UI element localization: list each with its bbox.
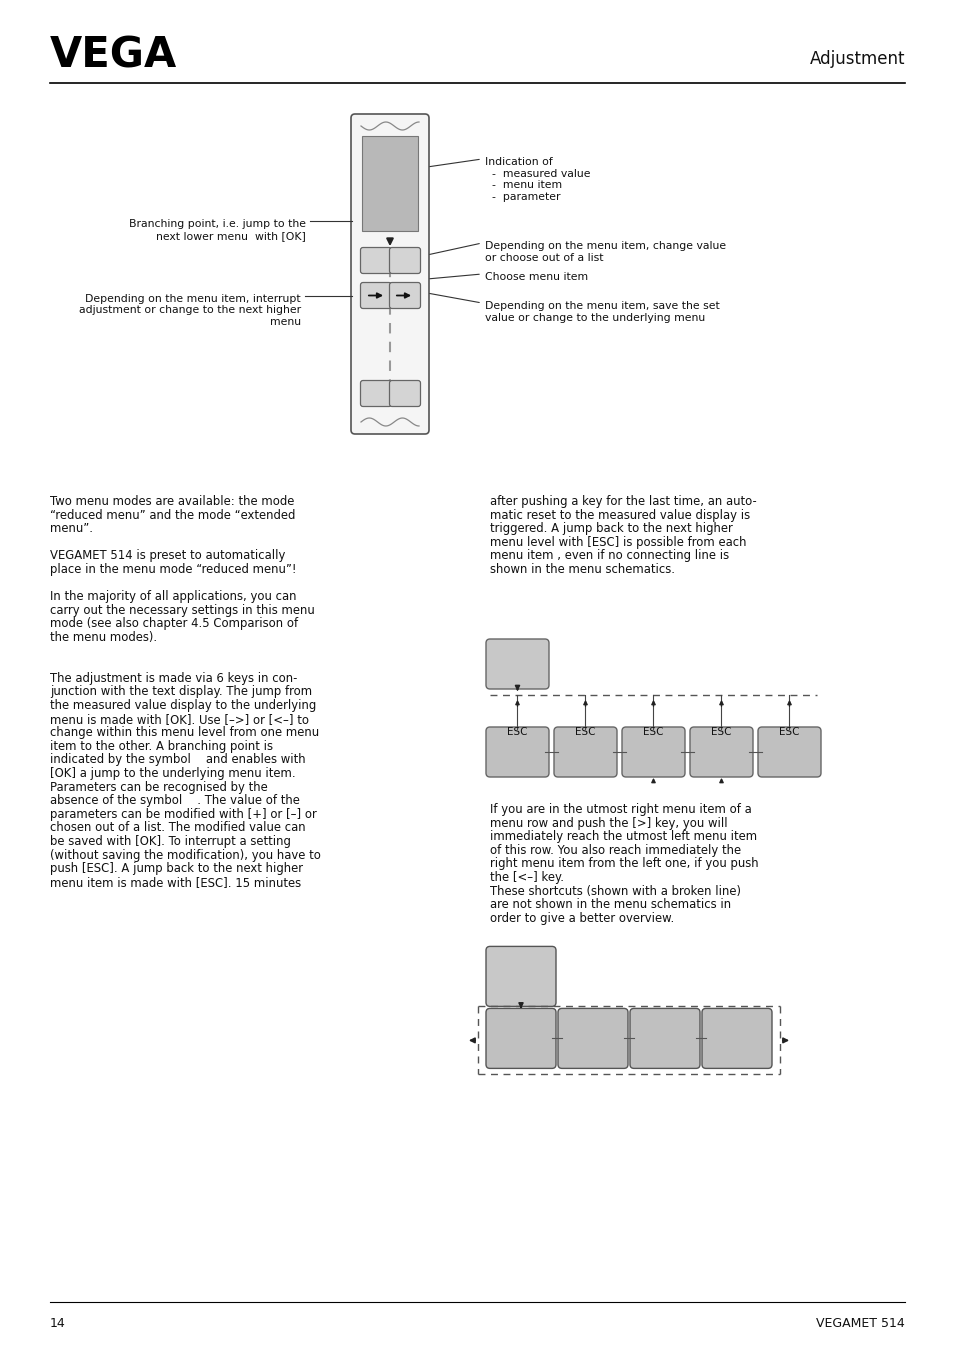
Text: be saved with [OK]. To interrupt a setting: be saved with [OK]. To interrupt a setti… <box>50 836 291 848</box>
FancyBboxPatch shape <box>351 114 429 434</box>
Text: junction with the text display. The jump from: junction with the text display. The jump… <box>50 685 312 699</box>
FancyBboxPatch shape <box>554 727 617 777</box>
Text: Indication of
  -  measured value
  -  menu item
  -  parameter: Indication of - measured value - menu it… <box>484 157 590 201</box>
FancyBboxPatch shape <box>389 247 420 273</box>
FancyBboxPatch shape <box>485 639 548 690</box>
FancyBboxPatch shape <box>758 727 821 777</box>
Text: are not shown in the menu schematics in: are not shown in the menu schematics in <box>490 898 730 911</box>
FancyBboxPatch shape <box>689 727 752 777</box>
Text: menu item , even if no connecting line is: menu item , even if no connecting line i… <box>490 549 728 562</box>
Text: [OK] a jump to the underlying menu item.: [OK] a jump to the underlying menu item. <box>50 767 295 780</box>
FancyBboxPatch shape <box>485 946 556 1006</box>
Text: chosen out of a list. The modified value can: chosen out of a list. The modified value… <box>50 822 305 834</box>
Text: menu is made with [OK]. Use [–>] or [<–] to: menu is made with [OK]. Use [–>] or [<–]… <box>50 713 309 726</box>
Text: place in the menu mode “reduced menu”!: place in the menu mode “reduced menu”! <box>50 562 296 576</box>
FancyBboxPatch shape <box>485 1009 556 1068</box>
Text: Depending on the menu item, interrupt
adjustment or change to the next higher
me: Depending on the menu item, interrupt ad… <box>79 293 301 327</box>
Text: These shortcuts (shown with a broken line): These shortcuts (shown with a broken lin… <box>490 884 740 898</box>
Bar <box>361 137 417 231</box>
Text: push [ESC]. A jump back to the next higher: push [ESC]. A jump back to the next high… <box>50 863 303 875</box>
Text: Parameters can be recognised by the: Parameters can be recognised by the <box>50 780 268 794</box>
Text: ESC: ESC <box>642 727 663 737</box>
Text: of this row. You also reach immediately the: of this row. You also reach immediately … <box>490 844 740 857</box>
Text: ESC: ESC <box>575 727 595 737</box>
FancyBboxPatch shape <box>485 727 548 777</box>
FancyBboxPatch shape <box>360 283 391 308</box>
Text: VEGAMET 514: VEGAMET 514 <box>816 1317 904 1330</box>
Text: “reduced menu” and the mode “extended: “reduced menu” and the mode “extended <box>50 508 295 522</box>
Text: parameters can be modified with [+] or [–] or: parameters can be modified with [+] or [… <box>50 807 316 821</box>
FancyBboxPatch shape <box>389 380 420 407</box>
Text: item to the other. A branching point is: item to the other. A branching point is <box>50 740 273 753</box>
Text: menu”.: menu”. <box>50 522 92 535</box>
FancyBboxPatch shape <box>389 283 420 308</box>
FancyBboxPatch shape <box>360 247 391 273</box>
Text: triggered. A jump back to the next higher: triggered. A jump back to the next highe… <box>490 522 732 535</box>
Text: Branching point, i.e. jump to the
next lower menu  with [OK]: Branching point, i.e. jump to the next l… <box>129 219 306 241</box>
Text: the [<–] key.: the [<–] key. <box>490 871 563 884</box>
Text: the measured value display to the underlying: the measured value display to the underl… <box>50 699 315 713</box>
Text: The adjustment is made via 6 keys in con-: The adjustment is made via 6 keys in con… <box>50 672 297 685</box>
FancyBboxPatch shape <box>621 727 684 777</box>
Text: (without saving the modification), you have to: (without saving the modification), you h… <box>50 849 320 861</box>
Text: after pushing a key for the last time, an auto-: after pushing a key for the last time, a… <box>490 495 756 508</box>
Text: 14: 14 <box>50 1317 66 1330</box>
Text: Two menu modes are available: the mode: Two menu modes are available: the mode <box>50 495 294 508</box>
Text: order to give a better overview.: order to give a better overview. <box>490 911 674 925</box>
FancyBboxPatch shape <box>558 1009 627 1068</box>
Text: indicated by the symbol    and enables with: indicated by the symbol and enables with <box>50 753 305 767</box>
FancyBboxPatch shape <box>701 1009 771 1068</box>
Text: carry out the necessary settings in this menu: carry out the necessary settings in this… <box>50 604 314 617</box>
Text: menu row and push the [>] key, you will: menu row and push the [>] key, you will <box>490 817 727 830</box>
FancyBboxPatch shape <box>629 1009 700 1068</box>
Text: If you are in the utmost right menu item of a: If you are in the utmost right menu item… <box>490 803 751 817</box>
Text: Depending on the menu item, save the set
value or change to the underlying menu: Depending on the menu item, save the set… <box>484 301 719 323</box>
Text: mode (see also chapter 4.5 Comparison of: mode (see also chapter 4.5 Comparison of <box>50 618 297 630</box>
Text: VEGA: VEGA <box>50 35 177 77</box>
Text: menu level with [ESC] is possible from each: menu level with [ESC] is possible from e… <box>490 535 745 549</box>
Text: ESC: ESC <box>711 727 731 737</box>
Text: shown in the menu schematics.: shown in the menu schematics. <box>490 562 675 576</box>
Text: Depending on the menu item, change value
or choose out of a list: Depending on the menu item, change value… <box>484 241 725 262</box>
Text: the menu modes).: the menu modes). <box>50 631 157 644</box>
FancyBboxPatch shape <box>360 380 391 407</box>
Text: change within this menu level from one menu: change within this menu level from one m… <box>50 726 319 740</box>
Text: matic reset to the measured value display is: matic reset to the measured value displa… <box>490 508 749 522</box>
Text: ESC: ESC <box>507 727 527 737</box>
Text: Adjustment: Adjustment <box>809 50 904 68</box>
Text: menu item is made with [ESC]. 15 minutes: menu item is made with [ESC]. 15 minutes <box>50 876 301 888</box>
Text: VEGAMET 514 is preset to automatically: VEGAMET 514 is preset to automatically <box>50 549 285 562</box>
Text: right menu item from the left one, if you push: right menu item from the left one, if yo… <box>490 857 758 871</box>
Text: Choose menu item: Choose menu item <box>484 272 587 283</box>
Text: ESC: ESC <box>779 727 799 737</box>
Text: immediately reach the utmost left menu item: immediately reach the utmost left menu i… <box>490 830 757 844</box>
Text: In the majority of all applications, you can: In the majority of all applications, you… <box>50 591 296 603</box>
Text: absence of the symbol    . The value of the: absence of the symbol . The value of the <box>50 794 299 807</box>
